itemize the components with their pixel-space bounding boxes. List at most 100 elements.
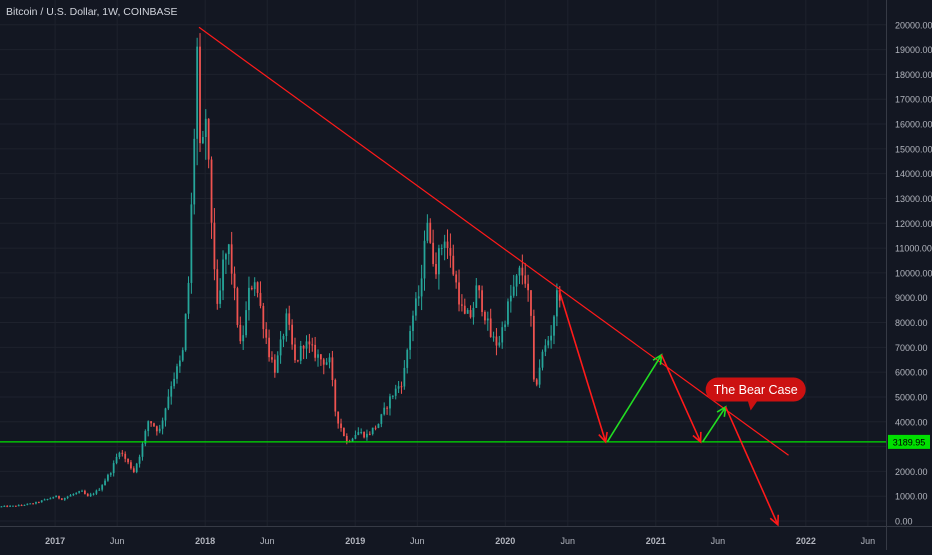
- candle-down: [273, 354, 276, 378]
- candle-body: [406, 349, 409, 368]
- candle-up: [92, 492, 95, 496]
- candle-down: [20, 504, 23, 507]
- candle-up: [426, 214, 429, 244]
- candle-body: [380, 414, 383, 424]
- candle-up: [55, 495, 58, 498]
- candle-body: [115, 456, 118, 464]
- candle-down: [343, 427, 345, 437]
- candle-body: [104, 480, 106, 486]
- candle-body: [75, 492, 78, 494]
- candle-body: [239, 324, 242, 342]
- candle-up: [29, 503, 32, 505]
- candle-body: [17, 505, 20, 507]
- time-tick-label: 2021: [646, 536, 666, 546]
- candle-body: [288, 313, 291, 325]
- candle-down: [435, 252, 437, 279]
- candle-up: [164, 407, 167, 427]
- candle-body: [282, 335, 285, 340]
- candle-down: [6, 505, 9, 508]
- candle-body: [216, 269, 219, 304]
- callout-bubble: [705, 377, 806, 402]
- candle-up: [40, 500, 43, 503]
- candle-up: [26, 503, 29, 506]
- candle-body: [555, 290, 558, 317]
- candle-up: [440, 244, 443, 256]
- candle-body: [55, 495, 58, 498]
- candle-body: [98, 489, 101, 491]
- candle-body: [233, 273, 236, 289]
- candle-down: [314, 336, 317, 362]
- candle-body: [337, 411, 340, 424]
- candle-body: [219, 290, 222, 304]
- candle-body: [43, 499, 46, 501]
- candle-up: [242, 325, 245, 350]
- callout-text: The Bear Case: [714, 383, 798, 397]
- candle-down: [458, 269, 460, 312]
- candle-up: [507, 298, 509, 327]
- time-tick-label: Jun: [260, 536, 275, 546]
- support-price-badge: 3189.95: [888, 434, 930, 449]
- candle-down: [37, 501, 40, 504]
- candle-body: [492, 336, 495, 338]
- candle-body: [547, 340, 550, 346]
- candle-body: [412, 315, 414, 332]
- bear-case-callout: The Bear Case: [705, 377, 806, 411]
- candle-up: [46, 498, 49, 501]
- candle-body: [193, 138, 196, 205]
- candle-up: [472, 301, 475, 325]
- candle-up: [222, 250, 224, 301]
- candle-body: [109, 473, 112, 475]
- candle-body: [147, 421, 150, 432]
- candle-down: [334, 378, 337, 417]
- price-tick-label: 0.00: [895, 517, 913, 527]
- price-tick-label: 10000.00: [895, 268, 932, 278]
- candle-up: [227, 243, 230, 265]
- candle-body: [256, 282, 259, 293]
- candle-down: [124, 451, 127, 463]
- candle-body: [532, 315, 535, 380]
- candle-body: [92, 493, 95, 495]
- candle-up: [515, 273, 518, 297]
- price-tick-label: 2000.00: [895, 467, 928, 477]
- candle-down: [265, 322, 268, 344]
- candle-body: [366, 433, 368, 438]
- callout-pointer: [747, 400, 758, 411]
- candle-body: [544, 345, 547, 352]
- candle-body: [132, 468, 135, 473]
- candle-up: [544, 339, 547, 357]
- candle-body: [124, 453, 127, 459]
- time-axis: 2017 Jun 2018 Jun 2019 Jun 2020 Jun 2021 Jun 2022 J…: [45, 536, 875, 546]
- price-tick-label: 18000.00: [895, 70, 932, 80]
- candle-body: [66, 496, 69, 498]
- candle-body: [86, 493, 89, 497]
- arrow-head: [692, 431, 702, 444]
- arrow-shaft: [660, 354, 702, 443]
- candle-up: [285, 308, 288, 342]
- candle-body: [420, 278, 423, 297]
- candle-body: [354, 434, 357, 439]
- candle-up: [12, 505, 14, 507]
- candle-up: [409, 325, 412, 360]
- candle-body: [317, 354, 319, 358]
- candle-up: [486, 311, 489, 331]
- candle-body: [242, 335, 245, 342]
- price-tick-label: 19000.00: [895, 45, 932, 55]
- price-tick-label: 9000.00: [895, 293, 928, 303]
- support-badge-bg: [888, 434, 930, 449]
- candle-up: [219, 278, 222, 309]
- candle-body: [29, 503, 32, 505]
- candle-body: [305, 341, 308, 349]
- candle-up: [184, 313, 187, 352]
- candle-body: [368, 433, 371, 435]
- candle-down: [432, 229, 435, 267]
- candle-body: [130, 462, 132, 469]
- candle-body: [187, 282, 190, 314]
- candle-down: [308, 333, 311, 354]
- candle-up: [509, 284, 512, 313]
- candle-body: [345, 435, 348, 442]
- candle-up: [328, 353, 331, 369]
- candle-down: [524, 262, 527, 288]
